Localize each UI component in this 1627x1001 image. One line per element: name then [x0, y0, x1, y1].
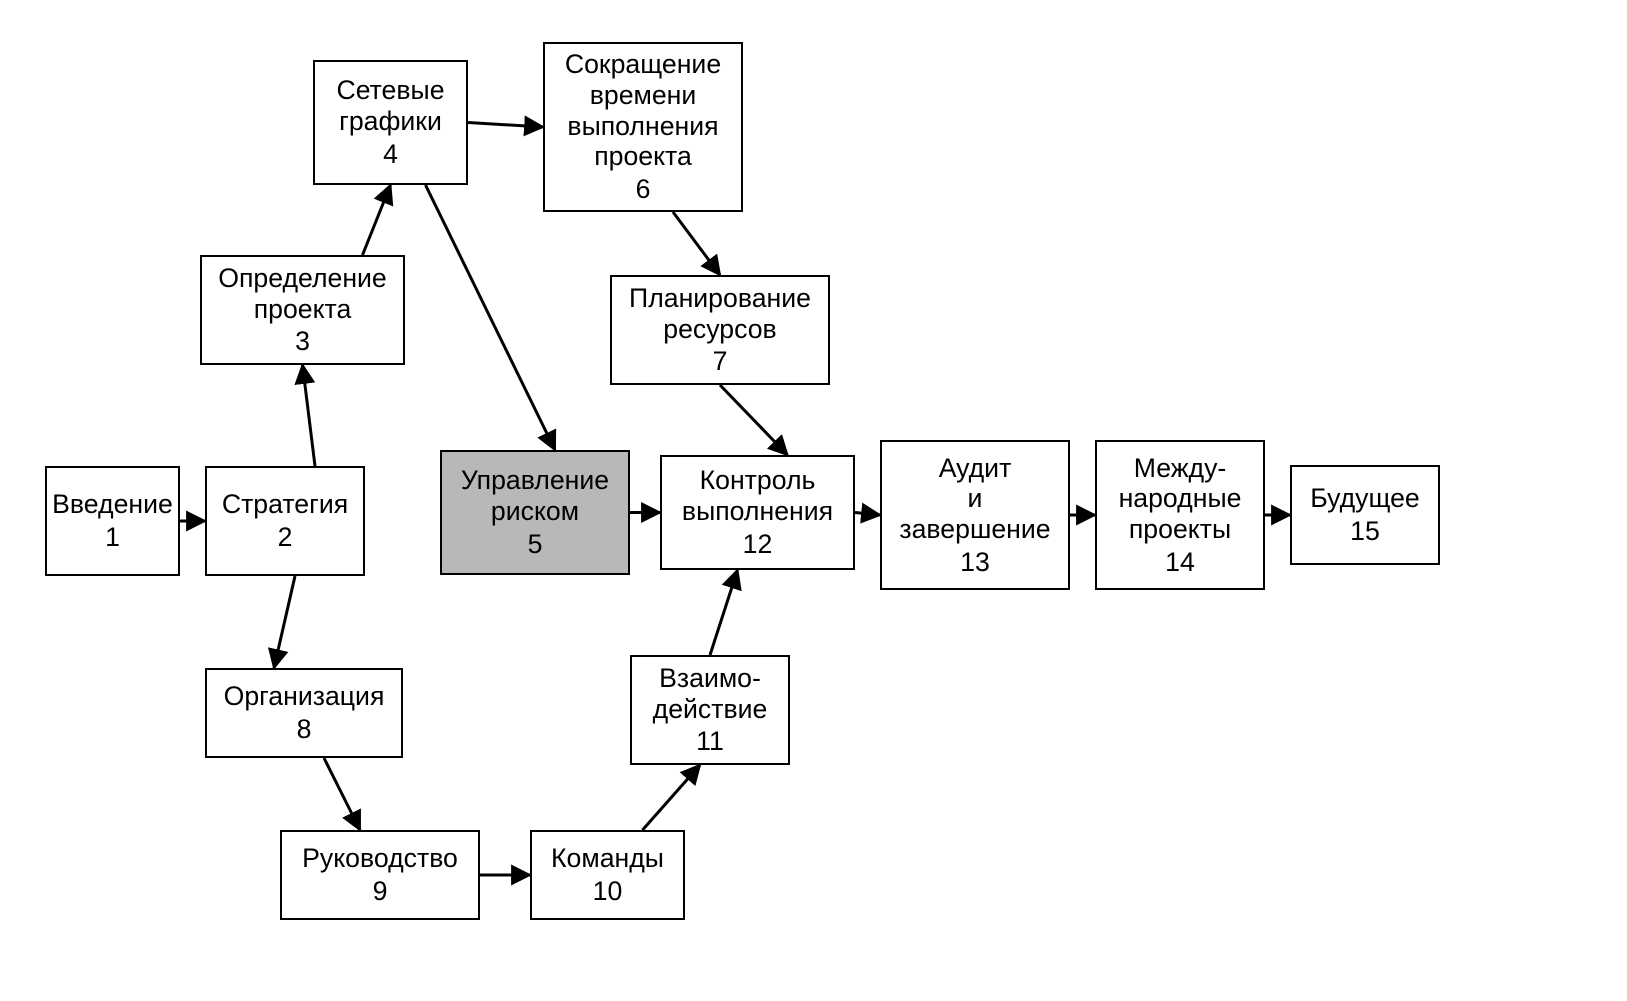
node-n12: Контроль выполнения12	[660, 455, 855, 570]
edge-n8-n9	[324, 758, 360, 830]
edge-n2-n3	[303, 365, 316, 466]
node-n6: Сокращение времени выполнения проекта6	[543, 42, 743, 212]
node-label: Определение проекта	[218, 263, 387, 324]
node-number: 8	[297, 714, 312, 745]
node-number: 15	[1350, 516, 1380, 547]
node-label: Взаимо- действие	[653, 663, 768, 724]
node-label: Контроль выполнения	[682, 465, 833, 526]
node-n13: Аудит и завершение13	[880, 440, 1070, 590]
edge-n7-n12	[720, 385, 788, 455]
node-n3: Определение проекта3	[200, 255, 405, 365]
node-label: Сокращение времени выполнения проекта	[565, 49, 721, 172]
node-number: 11	[696, 726, 724, 757]
edge-n12-n13	[855, 513, 880, 516]
edge-n4-n6	[468, 123, 543, 128]
edge-n10-n11	[643, 765, 701, 830]
node-number: 9	[373, 876, 388, 907]
node-number: 6	[636, 174, 651, 205]
edge-n6-n7	[673, 212, 720, 275]
node-n1: Введение1	[45, 466, 180, 576]
node-number: 14	[1165, 547, 1195, 578]
node-n9: Руководство9	[280, 830, 480, 920]
node-number: 5	[528, 529, 543, 560]
node-number: 2	[278, 522, 293, 553]
node-label: Руководство	[302, 843, 458, 874]
node-n7: Планирование ресурсов7	[610, 275, 830, 385]
node-number: 4	[383, 139, 398, 170]
node-n15: Будущее15	[1290, 465, 1440, 565]
node-label: Введение	[52, 489, 173, 520]
edge-n4-n5	[426, 185, 556, 450]
node-label: Управление риском	[461, 465, 609, 526]
edge-n11-n12	[710, 570, 738, 655]
node-n5: Управление риском5	[440, 450, 630, 575]
node-n10: Команды10	[530, 830, 685, 920]
node-number: 7	[713, 346, 728, 377]
node-n2: Стратегия2	[205, 466, 365, 576]
node-number: 1	[105, 522, 120, 553]
node-number: 13	[960, 547, 990, 578]
node-n14: Между- народные проекты14	[1095, 440, 1265, 590]
edge-n2-n8	[274, 576, 295, 668]
node-number: 3	[295, 326, 310, 357]
node-n8: Организация8	[205, 668, 403, 758]
node-n4: Сетевые графики4	[313, 60, 468, 185]
edge-n3-n4	[363, 185, 391, 255]
node-number: 12	[743, 529, 773, 560]
node-number: 10	[593, 876, 623, 907]
node-label: Команды	[551, 843, 664, 874]
node-label: Организация	[224, 681, 385, 712]
node-label: Планирование ресурсов	[629, 283, 811, 344]
node-label: Стратегия	[222, 489, 348, 520]
node-n11: Взаимо- действие11	[630, 655, 790, 765]
flowchart-canvas: Введение1Стратегия2Определение проекта3С…	[0, 0, 1627, 1001]
node-label: Аудит и завершение	[899, 453, 1050, 545]
node-label: Сетевые графики	[336, 75, 444, 136]
node-label: Будущее	[1310, 483, 1420, 514]
node-label: Между- народные проекты	[1119, 453, 1242, 545]
